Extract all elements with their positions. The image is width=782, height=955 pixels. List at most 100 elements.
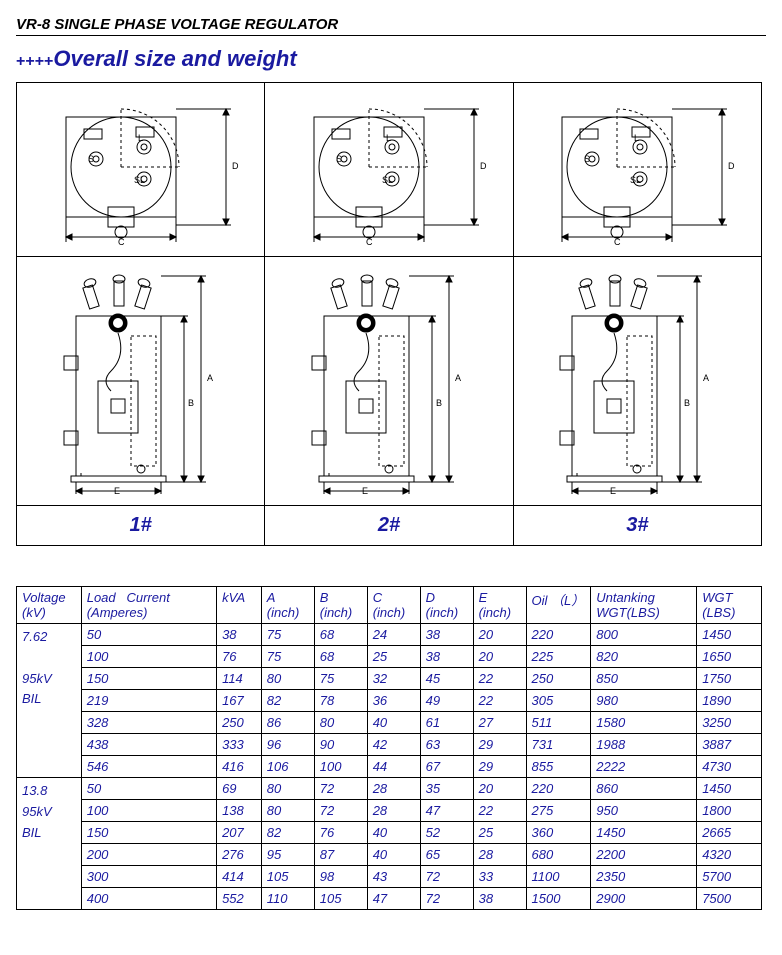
svg-text:A: A [207, 373, 213, 383]
data-cell: 22 [473, 800, 526, 822]
data-cell: 4320 [697, 844, 762, 866]
data-cell: 1450 [697, 624, 762, 646]
table-row: 200276958740652868022004320 [17, 844, 762, 866]
data-cell: 438 [81, 734, 216, 756]
col-header: WGT(LBS) [697, 587, 762, 624]
data-cell: 100 [81, 646, 216, 668]
data-cell: 110 [261, 888, 314, 910]
data-cell: 552 [217, 888, 262, 910]
spec-table: Voltage(kV)Load Current(Amperes)kVAA(inc… [16, 586, 762, 910]
svg-text:B: B [436, 398, 442, 408]
data-cell: 75 [261, 624, 314, 646]
svg-text:A: A [455, 373, 461, 383]
data-cell: 546 [81, 756, 216, 778]
section-title: ++++Overall size and weight [16, 46, 766, 72]
data-cell: 100 [81, 800, 216, 822]
data-cell: 20 [473, 646, 526, 668]
data-cell: 28 [473, 844, 526, 866]
data-cell: 33 [473, 866, 526, 888]
data-cell: 96 [261, 734, 314, 756]
data-cell: 67 [420, 756, 473, 778]
table-row: 54641610610044672985522224730 [17, 756, 762, 778]
data-cell: 49 [420, 690, 473, 712]
data-cell: 50 [81, 778, 216, 800]
data-cell: 76 [314, 822, 367, 844]
table-row: 400552110105477238150029007500 [17, 888, 762, 910]
data-cell: 5700 [697, 866, 762, 888]
table-row: 21916782783649223059801890 [17, 690, 762, 712]
data-cell: 150 [81, 668, 216, 690]
svg-text:L: L [386, 133, 391, 143]
col-header: Voltage(kV) [17, 587, 82, 624]
col-header: B(inch) [314, 587, 367, 624]
data-cell: 250 [217, 712, 262, 734]
data-cell: 68 [314, 646, 367, 668]
data-cell: 44 [367, 756, 420, 778]
svg-text:C: C [366, 237, 373, 247]
data-cell: 82 [261, 690, 314, 712]
data-cell: 50 [81, 624, 216, 646]
data-cell: 40 [367, 712, 420, 734]
data-cell: 2665 [697, 822, 762, 844]
data-cell: 22 [473, 690, 526, 712]
col-header: Load Current(Amperes) [81, 587, 216, 624]
data-cell: 2350 [591, 866, 697, 888]
data-cell: 1750 [697, 668, 762, 690]
table-row: 10013880722847222759501800 [17, 800, 762, 822]
data-cell: 800 [591, 624, 697, 646]
data-cell: 1800 [697, 800, 762, 822]
data-cell: 72 [314, 778, 367, 800]
data-cell: 980 [591, 690, 697, 712]
table-row: 15011480753245222508501750 [17, 668, 762, 690]
data-cell: 32 [367, 668, 420, 690]
data-cell: 414 [217, 866, 262, 888]
data-cell: 731 [526, 734, 591, 756]
data-cell: 61 [420, 712, 473, 734]
svg-text:SL: SL [382, 175, 393, 185]
svg-text:S: S [336, 154, 342, 164]
data-cell: 860 [591, 778, 697, 800]
data-cell: 400 [81, 888, 216, 910]
data-cell: 78 [314, 690, 367, 712]
data-cell: 72 [420, 866, 473, 888]
table-row: 7.62 95kVBIL503875682438202208001450 [17, 624, 762, 646]
data-cell: 219 [81, 690, 216, 712]
data-cell: 20 [473, 624, 526, 646]
data-cell: 4730 [697, 756, 762, 778]
data-cell: 47 [367, 888, 420, 910]
data-cell: 7500 [697, 888, 762, 910]
data-cell: 1580 [591, 712, 697, 734]
voltage-cell: 13.895kVBIL [17, 778, 82, 910]
data-cell: 333 [217, 734, 262, 756]
top-view-2: S L SL C D [265, 83, 513, 257]
data-cell: 86 [261, 712, 314, 734]
data-cell: 43 [367, 866, 420, 888]
col-header: A(inch) [261, 587, 314, 624]
data-cell: 100 [314, 756, 367, 778]
data-cell: 200 [81, 844, 216, 866]
data-cell: 220 [526, 624, 591, 646]
col-header: Oil （L） [526, 587, 591, 624]
data-cell: 68 [314, 624, 367, 646]
data-cell: 416 [217, 756, 262, 778]
data-cell: 22 [473, 668, 526, 690]
data-cell: 65 [420, 844, 473, 866]
data-cell: 105 [261, 866, 314, 888]
data-cell: 35 [420, 778, 473, 800]
data-cell: 40 [367, 844, 420, 866]
svg-text:SL: SL [630, 175, 641, 185]
diagram-label-1: 1# [17, 506, 265, 546]
data-cell: 38 [420, 646, 473, 668]
data-cell: 820 [591, 646, 697, 668]
data-cell: 69 [217, 778, 262, 800]
col-header: kVA [217, 587, 262, 624]
data-cell: 220 [526, 778, 591, 800]
data-cell: 98 [314, 866, 367, 888]
data-cell: 328 [81, 712, 216, 734]
data-cell: 63 [420, 734, 473, 756]
data-cell: 680 [526, 844, 591, 866]
data-cell: 3250 [697, 712, 762, 734]
data-cell: 2222 [591, 756, 697, 778]
voltage-cell: 7.62 95kVBIL [17, 624, 82, 778]
data-cell: 2200 [591, 844, 697, 866]
